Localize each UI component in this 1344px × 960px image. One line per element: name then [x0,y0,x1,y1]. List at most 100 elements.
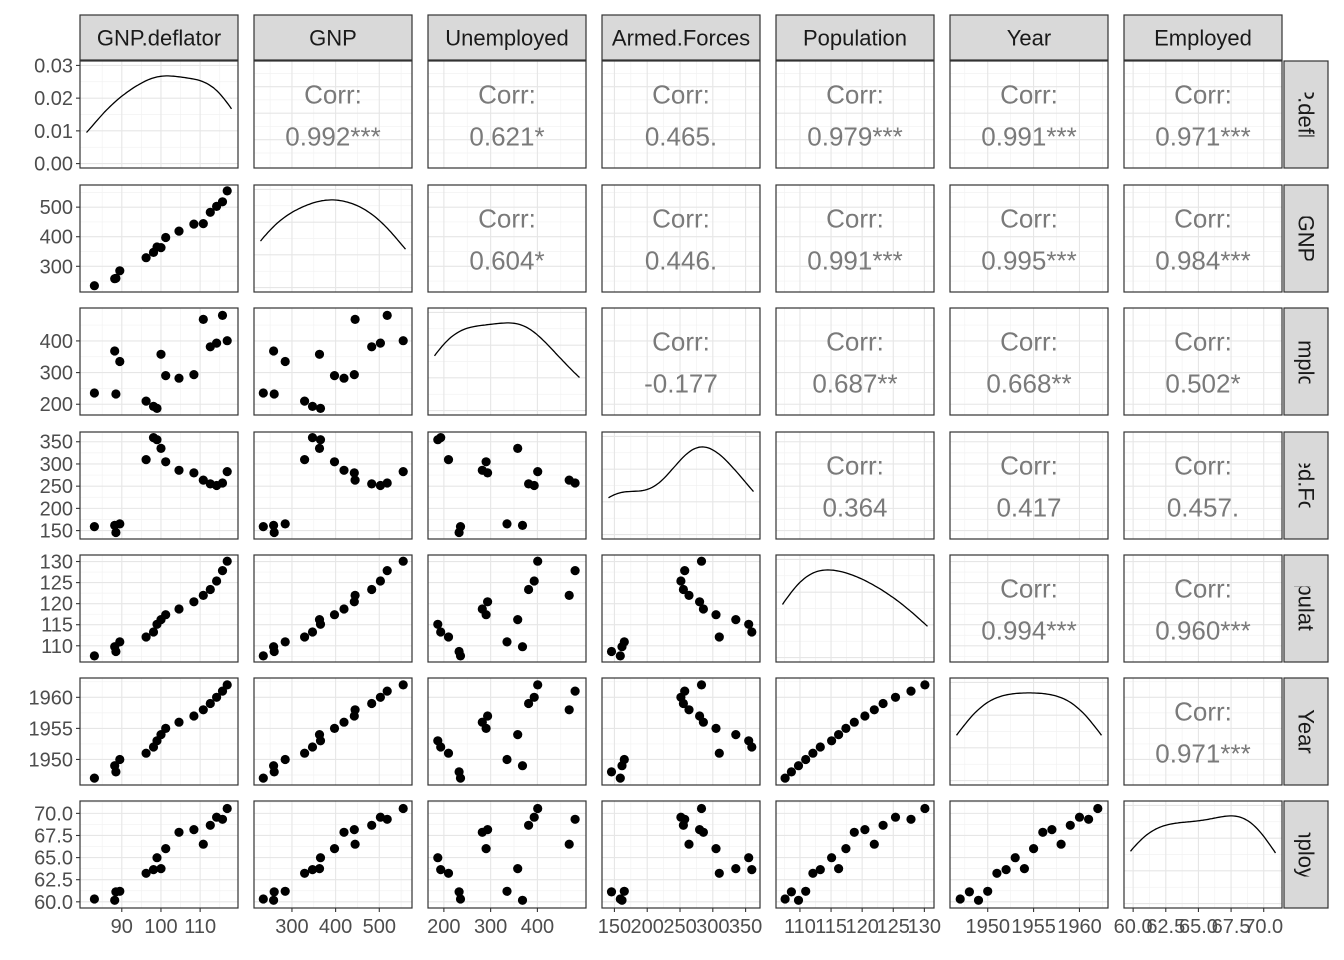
scatter-point [300,455,310,465]
x-axis-col-3: 150 200 250 300 350 [598,908,762,938]
scatter-point [973,895,984,905]
scatter-point [801,886,811,896]
panel-background [602,308,760,415]
panel-gnp-deflator-vs-gnp: Corr: 0.992*** [253,60,413,169]
scatter-point [744,736,754,746]
scatter-point [529,480,539,491]
scatter-point [564,590,574,601]
scatter-point [564,839,574,849]
column-strip-label: Employed [1154,26,1252,51]
panel-border [601,307,761,416]
row-strip-label: Year [1294,709,1319,753]
scatter-point [141,396,151,406]
scatter-point [217,310,228,320]
corr-value: 0.604* [469,246,544,276]
panel-border [601,800,761,909]
scatter-point [524,584,534,595]
scatter-point [115,356,125,367]
scatter-point [477,717,487,727]
density-curve [433,322,580,378]
strip-background [427,14,587,61]
scatter-point [375,692,385,702]
x-tick-label: 90 [111,916,133,938]
panel-employed-vs-armed-forces [601,800,761,909]
scatter-point [454,527,464,538]
scatter-point [367,479,377,489]
panel-background [776,308,934,415]
panel-gnp-deflator-vs-population: Corr: 0.979*** [775,60,935,169]
x-tick-label: 300 [474,916,507,938]
scatter-point [878,698,888,709]
column-strip-armed-forces: Armed.Forces [601,14,761,61]
scatter-point [110,274,120,284]
corr-label: Corr: [1174,327,1232,357]
panel-border [427,184,587,293]
strip-background [1283,431,1329,540]
scatter-point [315,403,326,413]
scatter-point [483,597,493,607]
panel-gnp-vs-unemployed: Corr: 0.604* [427,184,587,293]
panel-background [1124,555,1282,662]
column-strip-label: GNP.deflator [97,26,221,51]
panel-gnp-deflator-vs-gnp-deflator [79,60,239,169]
panel-border [775,554,935,663]
column-strip-label: Unemployed [445,26,569,51]
column-strip-year: Year [949,14,1109,61]
x-tick-label: 70.0 [1244,916,1283,938]
y-tick-label: 300 [40,363,73,385]
corr-value: -0.177 [644,369,718,399]
scatter-point [198,314,208,324]
y-axis-row-0: 0.00 0.01 0.02 0.03 [34,55,80,176]
panel-border [775,431,935,540]
scatter-point [711,723,721,734]
scatter-point [307,401,318,411]
scatter-point [617,895,627,905]
scatter-point [513,443,523,453]
corr-value: 0.457. [1167,493,1239,523]
corr-value: 0.687** [812,369,897,399]
corr-value: 0.446. [645,246,717,276]
x-tick-label: 62.5 [1146,916,1185,938]
corr-label: Corr: [1000,80,1058,110]
corr-label: Corr: [1174,451,1232,481]
panel-year-vs-employed: Corr: 0.971*** [1123,677,1283,786]
strip-background [775,14,935,61]
scatter-point [1065,820,1075,830]
panel-gnp-deflator-vs-unemployed: Corr: 0.621* [427,60,587,169]
scatter-point [198,590,208,601]
scatter-point [89,773,99,783]
scatter-point [841,723,851,734]
x-tick-label: 300 [275,916,308,938]
scatter-point [878,820,888,830]
scatter-point [517,642,528,652]
scatter-point [217,197,228,207]
scatter-point [349,370,359,380]
corr-label: Corr: [478,80,536,110]
scatter-point [156,243,166,253]
corr-label: Corr: [478,204,536,234]
scatter-point [205,207,215,217]
scatter-point [198,839,208,849]
scatter-point [382,566,392,576]
scatter-point [258,773,268,783]
scatter-point [161,457,171,467]
scatter-point [517,520,528,531]
scatter-point [680,686,690,696]
scatter-point [174,717,184,727]
scatter-point [564,705,574,715]
scatter-point [570,814,580,824]
panel-background [602,61,760,168]
corr-value: 0.984*** [1155,246,1250,276]
panel-background [80,308,238,415]
panel-armed-forces-vs-employed: Corr: 0.457. [1123,431,1283,540]
corr-label: Corr: [1000,204,1058,234]
y-tick-label: 60.0 [34,892,73,914]
panel-armed-forces-vs-year: Corr: 0.417 [949,431,1109,540]
scatter-point [161,610,171,620]
panel-border [253,184,413,293]
scatter-point [714,632,724,642]
x-tick-label: 65.0 [1179,916,1218,938]
panel-population-vs-employed: Corr: 0.960*** [1123,554,1283,663]
strip-background [1283,800,1329,909]
